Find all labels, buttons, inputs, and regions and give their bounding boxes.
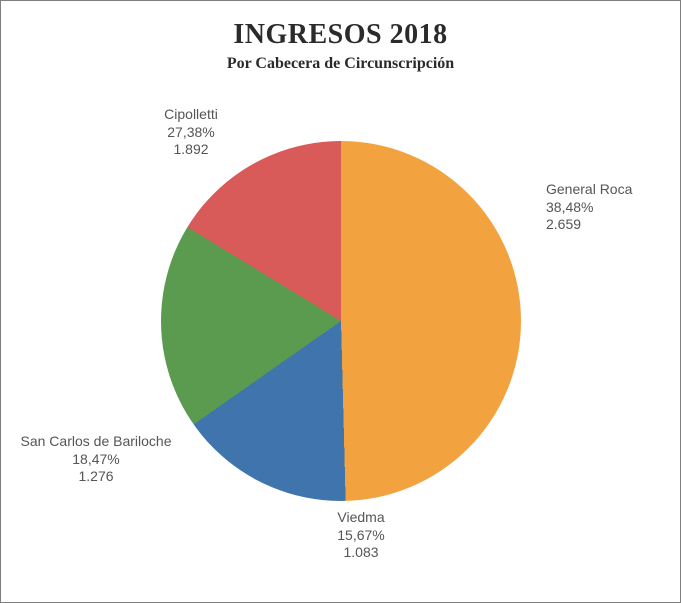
slice-label-general-roca: General Roca 38,48% 2.659 bbox=[546, 181, 632, 234]
slice-name: Cipolletti bbox=[164, 106, 218, 124]
slice-name: General Roca bbox=[546, 181, 632, 199]
pie-chart bbox=[161, 141, 521, 501]
slice-value: 1.276 bbox=[21, 468, 172, 486]
slice-label-bariloche: San Carlos de Bariloche 18,47% 1.276 bbox=[21, 433, 172, 486]
slice-percent: 15,67% bbox=[337, 527, 384, 545]
chart-subtitle: Por Cabecera de Circunscripción bbox=[1, 55, 680, 73]
chart-title: INGRESOS 2018 bbox=[1, 19, 680, 51]
slice-value: 2.659 bbox=[546, 216, 632, 234]
slice-value: 1.892 bbox=[164, 141, 218, 159]
slice-percent: 27,38% bbox=[164, 124, 218, 142]
slice-value: 1.083 bbox=[337, 544, 384, 562]
slice-name: Viedma bbox=[337, 509, 384, 527]
slice-label-cipolletti: Cipolletti 27,38% 1.892 bbox=[164, 106, 218, 159]
pie-container bbox=[161, 141, 521, 501]
slice-name: San Carlos de Bariloche bbox=[21, 433, 172, 451]
slice-percent: 18,47% bbox=[21, 451, 172, 469]
chart-frame: INGRESOS 2018 Por Cabecera de Circunscri… bbox=[0, 0, 681, 603]
slice-label-viedma: Viedma 15,67% 1.083 bbox=[337, 509, 384, 562]
slice-percent: 38,48% bbox=[546, 199, 632, 217]
